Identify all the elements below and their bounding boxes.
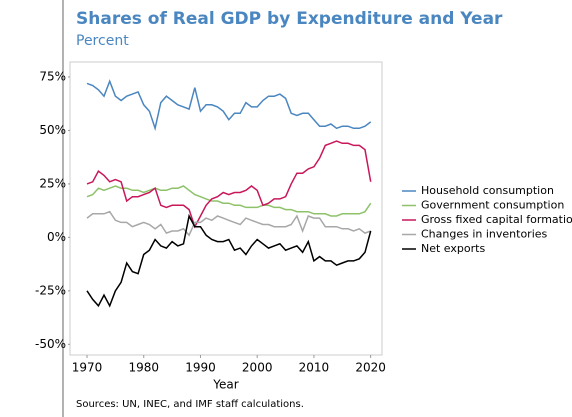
series-line bbox=[86, 213, 372, 308]
legend-label: Gross fixed capital formation bbox=[421, 213, 572, 226]
legend-label: Household consumption bbox=[421, 184, 554, 197]
source-note: Sources: UN, INEC, and IMF staff calcula… bbox=[76, 399, 304, 410]
y-tick-label: 25% bbox=[39, 176, 66, 190]
plot-frame bbox=[69, 61, 383, 356]
chart-subtitle: Percent bbox=[76, 33, 129, 49]
series-line bbox=[86, 140, 372, 229]
y-tick-label: 0% bbox=[47, 230, 66, 244]
x-tick-label: 1980 bbox=[128, 361, 159, 375]
series-line bbox=[86, 185, 372, 217]
series-line bbox=[86, 79, 372, 132]
legend-label: Government consumption bbox=[421, 199, 564, 212]
chart-title: Shares of Real GDP by Expenditure and Ye… bbox=[76, 9, 503, 29]
series-line bbox=[86, 210, 371, 237]
legend-label: Changes in inventories bbox=[421, 228, 548, 241]
y-tick-label: -50% bbox=[35, 337, 66, 351]
x-tick-label: 2000 bbox=[242, 361, 273, 375]
x-tick-label: 2010 bbox=[299, 361, 330, 375]
x-axis-label: Year bbox=[212, 378, 238, 392]
x-tick-label: 1970 bbox=[72, 361, 103, 375]
x-tick-label: 2020 bbox=[355, 361, 386, 375]
y-tick-label: 75% bbox=[39, 69, 66, 83]
y-tick-label: 50% bbox=[39, 123, 66, 137]
x-tick-label: 1990 bbox=[185, 361, 216, 375]
legend-label: Net exports bbox=[421, 242, 485, 255]
y-tick-label: -25% bbox=[35, 283, 66, 297]
